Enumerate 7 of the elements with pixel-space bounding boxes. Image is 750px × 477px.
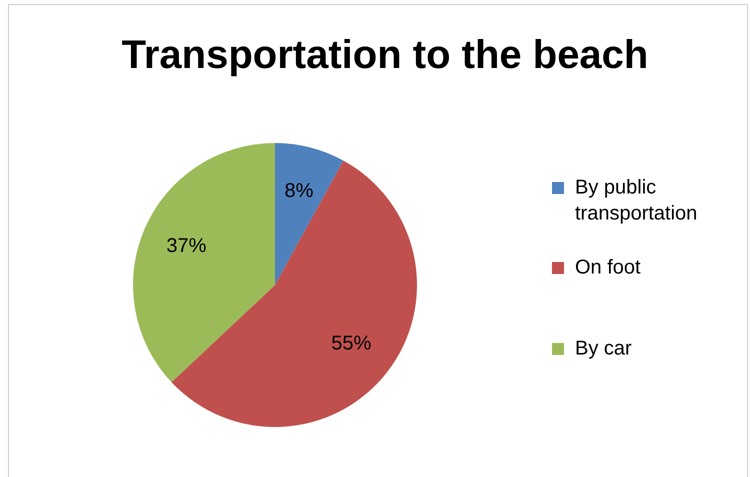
legend-label: By car xyxy=(575,338,632,360)
legend-label: On foot xyxy=(575,256,642,279)
chart-title: Transportation to the beach xyxy=(122,33,648,78)
data-label: 37% xyxy=(166,235,207,258)
data-label: 8% xyxy=(284,180,314,202)
legend-label: By public transportation xyxy=(575,176,698,225)
data-label: 55% xyxy=(331,332,372,355)
